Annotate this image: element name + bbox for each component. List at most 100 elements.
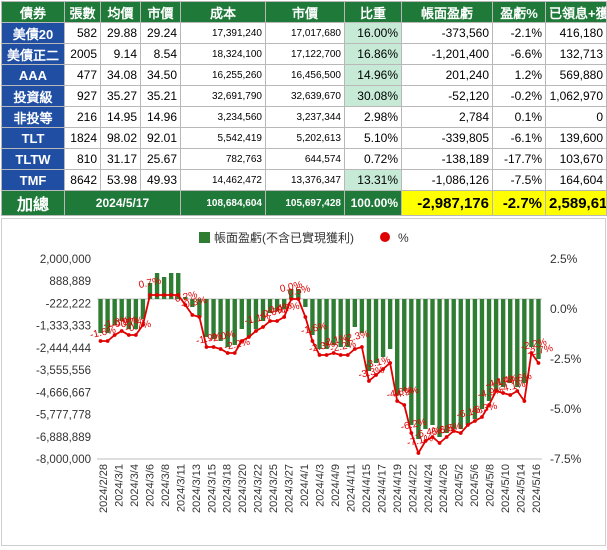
y-left-tick: -4,666,667 — [36, 387, 91, 399]
x-tick-label: 2024/3/11 — [175, 464, 187, 512]
x-tick-label: 2024/4/9 — [330, 464, 342, 507]
pct-label: -0.7% — [273, 301, 301, 317]
cost-cell: 14,462,472 — [180, 169, 266, 191]
pnl-bar — [119, 299, 124, 321]
avg-price-cell: 98.02 — [100, 127, 141, 149]
pnl-bar — [522, 299, 527, 383]
total-date: 2024/5/17 — [64, 190, 181, 216]
pnl-bar — [239, 299, 244, 329]
pct-point — [268, 319, 272, 323]
x-tick-label: 2024/4/17 — [376, 464, 388, 513]
avg-price-cell: 53.98 — [100, 169, 141, 191]
y-right-tick: 0.0% — [550, 302, 578, 316]
pnl-bar — [183, 297, 188, 299]
pct-point — [487, 403, 491, 407]
pnl-bar — [253, 299, 259, 329]
pnl-bar — [416, 299, 421, 439]
pnl-pct-cell: -7.5% — [492, 169, 546, 191]
pct-label: -6.4% — [414, 425, 442, 441]
pnl-bar — [430, 299, 435, 425]
cost-cell: 18,324,100 — [180, 43, 266, 65]
pnl-bar — [197, 299, 202, 317]
pct-label: -2.3% — [308, 339, 336, 355]
pct-label: -0.7% — [117, 315, 145, 331]
pnl-bar — [465, 299, 471, 425]
price-cell: 49.93 — [140, 169, 181, 191]
price-cell: 34.50 — [140, 64, 181, 86]
pct-label: -4.1% — [485, 375, 513, 391]
pnl-bar — [373, 299, 379, 363]
value-cell: 644,574 — [265, 148, 345, 170]
y-left-tick: 2,000,000 — [40, 254, 91, 266]
pct-point — [119, 329, 124, 333]
value-cell: 17,122,700 — [265, 43, 345, 65]
holdings-table: 債券 張數 均價 市價 成本 市價 比重 帳面盈虧 盈虧% 已領息+獲利 美債2… — [1, 1, 607, 216]
pnl-bar — [387, 299, 393, 349]
pct-point — [211, 345, 216, 349]
pct-label: -2.2% — [329, 339, 357, 355]
qty-cell: 477 — [64, 64, 101, 86]
pct-label: 0.0% — [279, 280, 304, 296]
pct-label: -0.7% — [124, 319, 152, 335]
pnl-cell: 2,784 — [401, 106, 493, 128]
pnl-bar — [508, 299, 513, 383]
pnl-pct-cell: -6.1% — [492, 127, 546, 149]
x-tick-label: 2024/4/22 — [407, 464, 419, 513]
pct-point — [246, 335, 251, 339]
weight-cell: 0.72% — [344, 148, 402, 170]
pct-point — [423, 439, 428, 443]
pct-point — [374, 373, 378, 377]
price-cell: 35.21 — [140, 85, 181, 107]
pct-point — [204, 345, 209, 349]
total-weight: 100.00% — [344, 190, 402, 216]
bond-name: 美債20 — [1, 22, 65, 44]
table-header-row: 債券 張數 均價 市價 成本 市價 比重 帳面盈虧 盈虧% 已領息+獲利 — [1, 1, 607, 23]
pct-label: -1.3% — [102, 315, 130, 331]
pnl-bar — [515, 299, 520, 387]
pnl-bar — [204, 299, 209, 337]
pct-point — [275, 319, 280, 323]
pct-point — [352, 347, 357, 351]
pct-point — [402, 403, 407, 407]
pct-label: -6.1% — [456, 405, 484, 421]
x-tick-label: 2024/3/13 — [191, 464, 203, 513]
table-row: TLTW 810 31.17 25.67 782,763 644,574 0.72% -138… — [1, 148, 607, 170]
pct-point — [317, 353, 322, 357]
pct-label: -0.3% — [180, 295, 208, 311]
weight-cell: 14.96% — [344, 64, 402, 86]
x-tick-label: 2024/4/1 — [299, 464, 311, 507]
pct-label: -1.6% — [89, 325, 117, 341]
y-right-tick: 2.5% — [550, 252, 578, 266]
pnl-bar — [161, 277, 167, 299]
x-tick-label: 2024/4/3 — [315, 464, 327, 507]
pct-point — [155, 293, 159, 297]
pct-label: -3.1% — [364, 355, 392, 371]
table-row: 美債正二 2005 9.14 8.54 18,324,100 17,122,700 16.8… — [1, 43, 607, 65]
pct-point — [381, 367, 385, 371]
pct-label: -6.5% — [435, 421, 463, 437]
pct-label: -4.6% — [386, 385, 414, 401]
pnl-bar — [112, 299, 117, 325]
pnl-bar — [140, 299, 146, 319]
pnl-chart-svg: 帳面盈虧(不含已實現獲利) % -1.6%-1.3%-0.9%-0.7%-0.7… — [36, 230, 582, 513]
pct-point — [282, 315, 287, 319]
pnl-bar — [458, 299, 463, 429]
x-tick-label: 2024/3/4 — [129, 464, 141, 507]
cost-cell: 782,763 — [180, 148, 266, 170]
col-header-cost: 成本 — [180, 1, 266, 23]
weight-cell: 5.10% — [344, 127, 402, 149]
pnl-bar — [154, 273, 160, 299]
x-tick-label: 2024/5/14 — [516, 464, 528, 513]
pct-point — [409, 431, 414, 435]
pct-point — [345, 353, 350, 357]
pct-label: -2.0% — [208, 329, 236, 345]
pct-point — [508, 393, 513, 397]
pct-point — [522, 399, 527, 403]
pct-label: -4.9% — [392, 385, 420, 401]
pct-point — [331, 351, 336, 355]
x-tick-label: 2024/4/24 — [423, 464, 435, 513]
table-row: TLT 1824 98.02 92.01 5,542,419 5,202,613 5.10%… — [1, 127, 607, 149]
pct-point — [169, 293, 174, 297]
value-cell: 3,237,344 — [265, 106, 345, 128]
x-tick-label: 2024/3/27 — [284, 464, 296, 513]
